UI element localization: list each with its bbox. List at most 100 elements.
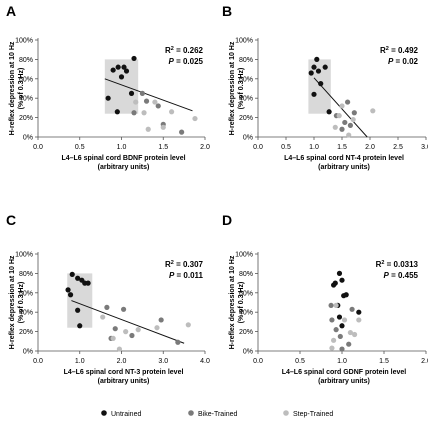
legend-label: Step-Trained xyxy=(293,411,333,418)
panel-c-xtick-label: 2.0 xyxy=(117,358,127,365)
panel-a-point-step-trained xyxy=(141,110,147,116)
panel-b-point-bike-trained xyxy=(347,122,353,128)
panel-b-y-axis-title: H-reflex depression at 10 Hz xyxy=(229,41,236,135)
panel-c-point-bike-trained xyxy=(175,339,181,345)
panel-c-ytick-label: 0% xyxy=(23,349,33,356)
panel-b-point-bike-trained xyxy=(345,99,351,105)
panel-a-point-bike-trained xyxy=(155,103,161,109)
panel-c-point-untrained xyxy=(75,275,81,281)
panel-b-xtick-label: 2.0 xyxy=(365,144,375,151)
panel-a-y-axis-title: H-reflex depression at 10 Hz xyxy=(9,41,16,135)
panel-a-point-step-trained xyxy=(133,99,139,105)
panel-d-point-step-trained xyxy=(331,337,337,343)
panel-d-y-axis-title: H-reflex depression at 10 Hz xyxy=(229,255,236,349)
panel-a-p-value: P = 0.025 xyxy=(169,57,204,66)
panel-a-point-untrained xyxy=(118,74,125,80)
panel-c-point-step-trained xyxy=(100,314,106,320)
panel-d-point-step-trained xyxy=(352,331,358,338)
panel-b-point-step-trained xyxy=(332,124,338,130)
panel-b-ytick-label: 40% xyxy=(239,96,253,103)
panel-c-xtick-label: 0.0 xyxy=(33,358,43,365)
panel-c: C 0% 20% 40% 60% 80% 100% 0.0 1.0 2.0 3.0 4.0 L4–L6 … xyxy=(6,212,210,385)
panel-a-point-step-trained xyxy=(192,115,198,122)
panel-c-point-bike-trained xyxy=(112,326,118,332)
panel-a-point-untrained xyxy=(115,64,121,70)
panel-b-p-value: P = 0.02 xyxy=(388,57,419,66)
panel-d-point-untrained xyxy=(339,323,345,329)
panel-b-point-bike-trained xyxy=(351,110,357,116)
panel-c-point-untrained xyxy=(69,271,75,277)
legend-marker xyxy=(188,410,194,416)
panel-b-ytick-label: 80% xyxy=(239,57,253,64)
panel-a-xtick-label: 0.5 xyxy=(75,144,85,151)
panel-b-point-bike-trained xyxy=(339,126,345,132)
panel-a-point-bike-trained xyxy=(143,98,150,104)
panel-b-point-step-trained xyxy=(370,108,376,114)
panel-b: B 0% 20% 40% 60% 80% 100% 0.0 0.5 1.0 1.5 2.0 2.5 3.0… xyxy=(222,3,428,171)
panel-b-point-untrained xyxy=(311,91,317,97)
panel-a-point-untrained xyxy=(114,109,120,115)
panel-d-xtick-label: 1.5 xyxy=(379,358,389,365)
legend: Untrained Bike-Trained Step-Trained xyxy=(101,410,333,418)
panel-d-point-step-trained xyxy=(341,317,348,323)
panel-c-point-step-trained xyxy=(123,329,129,335)
panel-a-point-untrained xyxy=(128,90,135,96)
panel-c-ytick-label: 60% xyxy=(19,290,33,297)
panel-c-point-step-trained xyxy=(154,325,160,331)
panel-d-point-untrained xyxy=(339,277,345,283)
panel-d-ytick-label: 60% xyxy=(239,290,253,297)
panel-b-ytick-label: 60% xyxy=(239,76,253,83)
panel-b-point-untrained xyxy=(314,56,320,63)
panel-b-xtick-label: 2.5 xyxy=(393,144,403,151)
panel-b-xtick-label: 1.0 xyxy=(309,144,319,151)
panel-b-point-step-trained xyxy=(346,132,352,138)
panel-b-ytick-label: 100% xyxy=(235,38,253,45)
panel-a-point-untrained xyxy=(121,64,127,70)
panel-d-letter: D xyxy=(222,212,232,228)
panel-c-point-step-trained xyxy=(116,346,123,352)
panel-b-xtick-label: 0.5 xyxy=(281,144,291,151)
panel-d-p-value: P = 0.455 xyxy=(384,271,419,280)
panel-b-point-untrained xyxy=(308,70,314,76)
panel-c-xtick-label: 1.0 xyxy=(75,358,85,365)
panel-c-ytick-label: 100% xyxy=(15,252,33,259)
panel-c-point-step-trained xyxy=(110,335,116,341)
panel-b-point-bike-trained xyxy=(342,119,348,126)
panel-a-point-step-trained xyxy=(169,109,175,115)
panel-c-point-untrained xyxy=(67,292,74,298)
panel-c-xtick-label: 3.0 xyxy=(158,358,168,365)
panel-b-ytick-label: 0% xyxy=(243,135,253,142)
panel-d-point-untrained xyxy=(336,314,343,320)
panel-b-x-axis-title: L4–L6 spinal cord NT-4 protein level xyxy=(284,155,404,162)
panel-d-x-axis-title: (arbitrary units) xyxy=(318,378,370,385)
panel-c-y-axis-title: H-reflex depression at 10 Hz xyxy=(9,255,16,349)
panel-b-point-untrained xyxy=(326,109,332,115)
panel-b-point-untrained xyxy=(311,64,317,70)
panel-c-point-bike-trained xyxy=(104,304,110,310)
panel-c-point-untrained xyxy=(65,287,71,293)
panel-c-letter: C xyxy=(6,212,16,228)
legend-marker xyxy=(101,410,107,416)
panel-d-xtick-label: 0.5 xyxy=(295,358,305,365)
legend-label: Bike-Trained xyxy=(198,411,238,418)
panel-d-point-untrained xyxy=(356,309,362,315)
panel-c-point-untrained xyxy=(85,280,91,286)
panel-d-point-untrained xyxy=(343,292,349,298)
panel-d-point-bike-trained xyxy=(337,333,343,340)
panel-d-point-step-trained xyxy=(329,345,335,351)
panel-a-x-axis-title: (arbitrary units) xyxy=(98,164,150,171)
panel-c-point-step-trained xyxy=(135,327,141,333)
panel-d-ytick-label: 0% xyxy=(243,349,253,356)
panel-d-ytick-label: 40% xyxy=(239,310,253,317)
panel-d-y-axis-title: (% of 0.3 Hz) xyxy=(238,282,245,324)
panel-b-point-untrained xyxy=(322,64,328,70)
panel-c-point-untrained xyxy=(77,323,83,329)
panel-a-x-axis-title: L4–L6 spinal cord BDNF protein level xyxy=(61,155,185,162)
panel-a-xtick-label: 2.0 xyxy=(200,144,210,151)
panel-a: A 0% 20% 40% 60% 80% 100% 0.0 0.5 1.0 1.5 2.0 L4–L6 … xyxy=(6,3,210,171)
panel-b-letter: B xyxy=(222,3,232,19)
panel-c-x-axis-title: (arbitrary units) xyxy=(98,378,150,385)
panel-d-r-squared: R2 = 0.0313 xyxy=(376,260,419,269)
panel-d-xtick-label: 2.0 xyxy=(421,358,428,365)
